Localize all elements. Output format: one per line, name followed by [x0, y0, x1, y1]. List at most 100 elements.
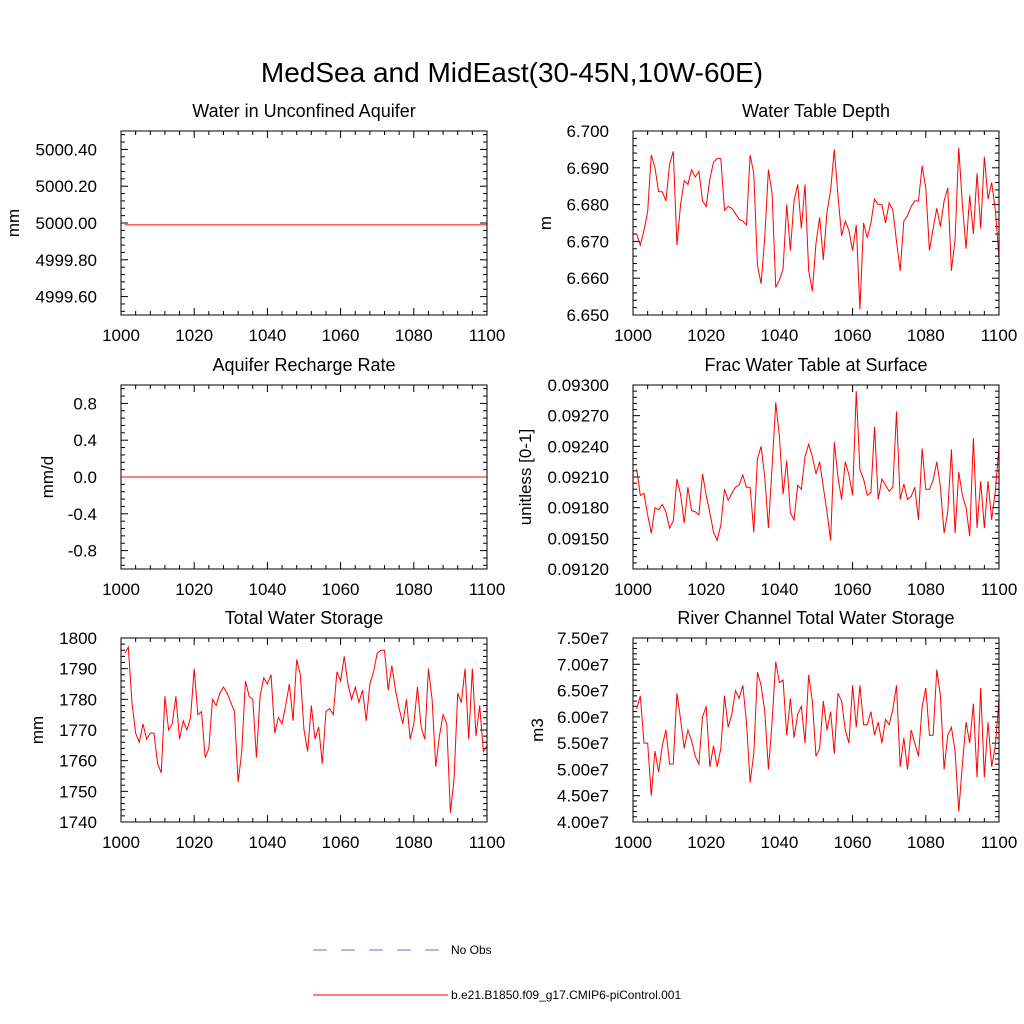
y-tick-label: 0.09270 — [548, 407, 609, 426]
y-tick-label: 6.680 — [566, 196, 609, 215]
panel-title: Aquifer Recharge Rate — [212, 355, 395, 375]
x-tick-label: 1040 — [248, 580, 286, 599]
panel-title: Water Table Depth — [742, 101, 890, 121]
x-tick-label: 1040 — [760, 326, 798, 345]
y-tick-label: 6.50e7 — [557, 682, 609, 701]
panel-frac-water-table-at-surface: Frac Water Table at Surface 1000 1020 1040 1… — [516, 355, 1017, 599]
y-tick-label: 0.8 — [73, 394, 97, 413]
x-tick-label: 1080 — [907, 833, 945, 852]
y-axis-label: m3 — [528, 718, 547, 742]
panel-title: Total Water Storage — [225, 608, 383, 628]
panel-total-water-storage: Total Water Storage 1000 1020 1040 1060 1080 1… — [28, 608, 505, 852]
y-axis-label: m — [536, 216, 555, 230]
y-tick-label: 0.0 — [73, 468, 97, 487]
y-axis-label: mm/d — [38, 456, 57, 499]
x-tick-label: 1100 — [469, 326, 506, 345]
y-tick-label: 4.50e7 — [557, 787, 609, 806]
x-tick-label: 1100 — [469, 580, 506, 599]
y-tick-label: 1760 — [59, 752, 97, 771]
y-tick-label: 5.00e7 — [557, 760, 609, 779]
series-line — [636, 147, 1000, 310]
x-tick-label: 1000 — [102, 580, 140, 599]
x-tick-label: 1060 — [834, 326, 872, 345]
y-tick-label: 7.50e7 — [557, 629, 609, 648]
x-tick-label: 1080 — [395, 833, 433, 852]
plot-frame — [120, 130, 488, 316]
figure-title: MedSea and MidEast(30-45N,10W-60E) — [261, 57, 763, 88]
y-tick-label: -0.4 — [68, 505, 97, 524]
y-tick-label: 5000.40 — [36, 140, 97, 159]
y-tick-label: 6.660 — [566, 269, 609, 288]
y-tick-label: 0.09180 — [548, 499, 609, 518]
series-line — [636, 661, 1000, 812]
plot-frame — [632, 130, 1000, 316]
x-tick-label: 1080 — [395, 580, 433, 599]
y-tick-label: 1790 — [59, 660, 97, 679]
y-tick-label: 4999.60 — [36, 288, 97, 307]
y-tick-label: 4999.80 — [36, 251, 97, 270]
y-tick-label: 5000.00 — [36, 214, 97, 233]
legend: No Obs b.e21.B1850.f09_g17.CMIP6-piContr… — [313, 943, 681, 1002]
y-axis-label: mm — [4, 209, 23, 237]
plot-frame — [120, 637, 488, 823]
panel-title: River Channel Total Water Storage — [677, 608, 954, 628]
x-tick-label: 1020 — [175, 580, 213, 599]
x-tick-label: 1020 — [175, 833, 213, 852]
x-tick-label: 1020 — [687, 326, 725, 345]
y-tick-label: 0.09150 — [548, 529, 609, 548]
x-tick-label: 1040 — [248, 833, 286, 852]
y-tick-label: 5.50e7 — [557, 734, 609, 753]
y-tick-label: 0.4 — [73, 431, 97, 450]
y-axis-label: unitless [0-1] — [516, 429, 535, 525]
plot-frame — [120, 384, 488, 570]
x-tick-label: 1080 — [907, 326, 945, 345]
y-tick-label: 1770 — [59, 721, 97, 740]
y-tick-label: 0.09300 — [548, 376, 609, 395]
y-tick-label: 6.670 — [566, 232, 609, 251]
panel-title: Water in Unconfined Aquifer — [192, 101, 415, 121]
y-tick-label: 0.09210 — [548, 468, 609, 487]
x-tick-label: 1080 — [395, 326, 433, 345]
panel-title: Frac Water Table at Surface — [704, 355, 927, 375]
x-tick-label: 1020 — [687, 833, 725, 852]
x-tick-label: 1040 — [760, 580, 798, 599]
plot-frame — [632, 384, 1000, 570]
y-tick-label: 5000.20 — [36, 177, 97, 196]
y-tick-label: 6.650 — [566, 306, 609, 325]
x-tick-label: 1040 — [248, 326, 286, 345]
panel-water-in-unconfined-aquifer: Water in Unconfined Aquifer 1000 1020 1040 1… — [4, 101, 505, 345]
x-tick-label: 1020 — [175, 326, 213, 345]
x-tick-label: 1000 — [102, 833, 140, 852]
x-tick-label: 1060 — [322, 833, 360, 852]
x-tick-label: 1080 — [907, 580, 945, 599]
x-tick-label: 1060 — [322, 580, 360, 599]
y-tick-label: 6.00e7 — [557, 708, 609, 727]
y-tick-label: 1750 — [59, 782, 97, 801]
x-tick-label: 1040 — [760, 833, 798, 852]
y-tick-label: 1780 — [59, 690, 97, 709]
x-tick-label: 1000 — [614, 833, 652, 852]
x-tick-label: 1000 — [614, 326, 652, 345]
y-tick-label: 6.690 — [566, 159, 609, 178]
x-tick-label: 1100 — [981, 833, 1018, 852]
x-tick-label: 1060 — [834, 580, 872, 599]
x-tick-label: 1060 — [322, 326, 360, 345]
x-tick-label: 1000 — [614, 580, 652, 599]
y-tick-label: 7.00e7 — [557, 655, 609, 674]
plot-frame — [632, 637, 1000, 823]
y-axis-label: mm — [28, 716, 47, 744]
legend-model-label: b.e21.B1850.f09_g17.CMIP6-piControl.001 — [451, 988, 681, 1002]
y-tick-label: 0.09120 — [548, 560, 609, 579]
x-tick-label: 1060 — [834, 833, 872, 852]
x-tick-label: 1000 — [102, 326, 140, 345]
panel-river-channel-total-water-storage: River Channel Total Water Storage 1000 102… — [528, 608, 1017, 852]
y-tick-label: 1740 — [59, 813, 97, 832]
x-tick-label: 1100 — [981, 326, 1018, 345]
y-tick-label: 1800 — [59, 629, 97, 648]
y-tick-label: 0.09240 — [548, 437, 609, 456]
x-tick-label: 1020 — [687, 580, 725, 599]
x-tick-label: 1100 — [981, 580, 1018, 599]
series-line — [124, 645, 488, 813]
